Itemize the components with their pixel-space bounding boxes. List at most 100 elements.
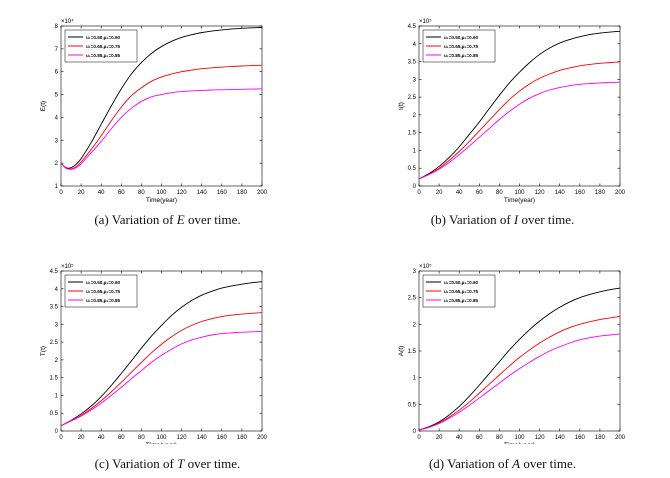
a-over-time-chart: 0 20 40 60 80 100 120 140 160 180 200 0 0.5 1 1.5 2 2.5 3… bbox=[398, 263, 626, 444]
x-tick-label: 120 bbox=[535, 190, 546, 196]
series-line-2 bbox=[60, 64, 263, 170]
x-tick-label: 80 bbox=[496, 435, 503, 441]
y-tick-label: 4 bbox=[55, 287, 59, 293]
y-axis-exponent: ×10⁵ bbox=[61, 263, 74, 270]
x-tick-label: 20 bbox=[78, 435, 85, 441]
legend-label-1: u₁=0.50,μ₂=0.60 bbox=[444, 35, 479, 40]
series-line-3 bbox=[418, 81, 621, 180]
caption-a: (d) Variation of A over time. bbox=[335, 456, 670, 472]
y-tick-label: 4.5 bbox=[50, 269, 59, 275]
y-axis-label: E(t) bbox=[40, 101, 47, 111]
y-tick-label: 1.5 bbox=[408, 349, 417, 355]
x-tick-label: 80 bbox=[138, 190, 145, 196]
x-axis-label: Time(year) bbox=[146, 442, 177, 444]
y-axis-label: A(t) bbox=[398, 346, 405, 356]
x-tick-label: 60 bbox=[476, 190, 483, 196]
y-tick-label: 4 bbox=[413, 42, 417, 48]
x-tick-label: 80 bbox=[138, 435, 145, 441]
series-line-1 bbox=[418, 287, 621, 431]
series-line-1 bbox=[60, 26, 263, 169]
caption-a-prefix: (d) Variation of bbox=[428, 456, 513, 471]
series-line-2 bbox=[418, 61, 621, 180]
y-tick-label: 8 bbox=[55, 24, 59, 30]
y-axis-label: I(t) bbox=[398, 102, 405, 110]
x-tick-label: 100 bbox=[156, 435, 167, 441]
y-tick-label: 2.5 bbox=[408, 95, 417, 101]
x-tick-label: 120 bbox=[177, 190, 188, 196]
x-tick-label: 40 bbox=[456, 190, 463, 196]
series-line-1 bbox=[60, 281, 263, 427]
x-tick-label: 180 bbox=[595, 190, 606, 196]
x-tick-label: 160 bbox=[217, 190, 228, 196]
y-tick-label: 2 bbox=[413, 113, 417, 119]
caption-e-prefix: (a) Variation of bbox=[94, 212, 177, 227]
series-line-2 bbox=[60, 312, 263, 427]
series-line-3 bbox=[60, 88, 263, 170]
y-tick-label: 1 bbox=[55, 184, 59, 190]
legend-label-3: u₁=0.85,μ₂=0.85 bbox=[86, 53, 121, 58]
y-axis-exponent: ×10⁵ bbox=[419, 18, 432, 25]
y-tick-label: 1 bbox=[413, 376, 417, 382]
e-over-time-chart: 0 20 40 60 80 100 120 140 160 180 200 1 2 3 4 5 6 7 8×10⁴ T… bbox=[40, 18, 268, 204]
series-line-3 bbox=[60, 330, 263, 427]
y-axis-label: T(t) bbox=[40, 346, 47, 356]
y-tick-label: 2 bbox=[413, 322, 417, 328]
legend-label-3: u₁=0.85,μ₂=0.85 bbox=[444, 298, 479, 303]
y-tick-label: 1 bbox=[55, 393, 59, 399]
x-tick-label: 60 bbox=[118, 435, 125, 441]
x-tick-label: 40 bbox=[98, 435, 105, 441]
y-tick-label: 2.5 bbox=[50, 340, 59, 346]
caption-t-var: T bbox=[177, 456, 185, 471]
legend-label-2: u₁=0.65,μ₂=0.75 bbox=[86, 44, 121, 49]
caption-i-var: I bbox=[513, 212, 519, 227]
x-axis-label: Time(year) bbox=[146, 197, 177, 204]
x-tick-label: 100 bbox=[514, 190, 525, 196]
y-tick-label: 0.5 bbox=[50, 411, 59, 417]
x-tick-label: 140 bbox=[197, 190, 208, 196]
x-tick-label: 180 bbox=[595, 435, 606, 441]
x-tick-label: 0 bbox=[59, 435, 63, 441]
y-tick-label: 0 bbox=[55, 429, 59, 435]
x-axis-label: Time(year) bbox=[504, 197, 535, 204]
y-tick-label: 2 bbox=[55, 358, 59, 364]
y-tick-label: 4 bbox=[55, 115, 59, 121]
x-tick-label: 140 bbox=[555, 435, 566, 441]
y-tick-label: 2.5 bbox=[408, 296, 417, 302]
caption-a-suffix: over time. bbox=[520, 456, 577, 471]
y-tick-label: 3.5 bbox=[408, 60, 417, 66]
legend-label-2: u₁=0.65,μ₂=0.75 bbox=[86, 289, 121, 294]
caption-e-var: E bbox=[176, 212, 185, 227]
chart-panel-e: 0 20 40 60 80 100 120 140 160 180 200 1 2 3 4 5 6 7 8 ×10⁴ T… bbox=[0, 0, 335, 239]
x-tick-label: 100 bbox=[514, 435, 525, 441]
x-tick-label: 20 bbox=[436, 190, 443, 196]
x-tick-label: 200 bbox=[257, 435, 268, 441]
y-axis-exponent: ×10⁴ bbox=[61, 18, 74, 25]
x-tick-label: 60 bbox=[118, 190, 125, 196]
y-tick-label: 4.5 bbox=[408, 24, 417, 30]
x-tick-label: 200 bbox=[615, 435, 626, 441]
series-line-1 bbox=[418, 30, 621, 180]
y-tick-label: 1.5 bbox=[408, 131, 417, 137]
y-tick-label: 0 bbox=[413, 429, 417, 435]
caption-e-suffix: over time. bbox=[184, 212, 241, 227]
x-tick-label: 160 bbox=[575, 190, 586, 196]
y-tick-label: 3.5 bbox=[50, 305, 59, 311]
x-tick-label: 160 bbox=[217, 435, 228, 441]
chart-panel-t: 0 20 40 60 80 100 120 140 160 180 200 0 0.5 1 1.5 2 2.5 3… bbox=[0, 239, 335, 478]
y-tick-label: 5 bbox=[55, 93, 59, 99]
y-tick-label: 3 bbox=[413, 77, 417, 83]
caption-a-var: A bbox=[512, 456, 521, 471]
y-tick-label: 0.5 bbox=[408, 402, 417, 408]
x-tick-label: 40 bbox=[456, 435, 463, 441]
legend-label-2: u₁=0.65,μ₂=0.75 bbox=[444, 289, 479, 294]
x-axis-label: Time(year) bbox=[504, 442, 535, 444]
x-tick-label: 200 bbox=[615, 190, 626, 196]
legend-label-3: u₁=0.85,μ₂=0.85 bbox=[86, 298, 121, 303]
series-line-3 bbox=[418, 333, 621, 431]
caption-t-prefix: (c) Variation of bbox=[94, 456, 178, 471]
i-over-time-chart: 0 20 40 60 80 100 120 140 160 180 200 0 0.5 1 1.5 2 2.5 3… bbox=[398, 18, 626, 204]
x-tick-label: 0 bbox=[417, 190, 421, 196]
x-tick-label: 20 bbox=[436, 435, 443, 441]
x-tick-label: 140 bbox=[197, 435, 208, 441]
x-tick-label: 140 bbox=[555, 190, 566, 196]
